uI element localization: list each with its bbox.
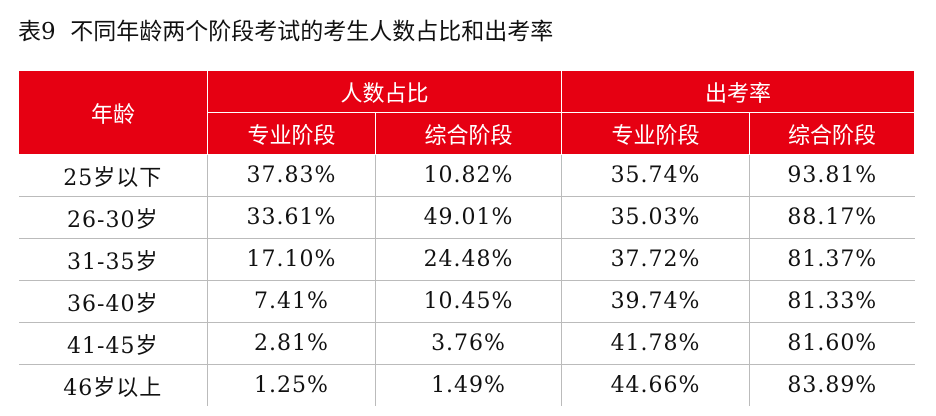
cell: 81.33%: [749, 280, 915, 323]
table-title: 表9 不同年龄两个阶段考试的考生人数占比和出考率: [18, 19, 554, 45]
row-label: 41-45岁: [18, 322, 208, 365]
cell: 10.82%: [375, 154, 563, 197]
cell: 35.03%: [561, 196, 751, 239]
sub-header: 专业阶段: [561, 112, 751, 155]
group-header: 人数占比: [206, 70, 563, 113]
cell: 7.41%: [207, 280, 376, 323]
cell: 44.66%: [561, 364, 751, 406]
cell: 39.74%: [561, 280, 751, 323]
data-table: 年龄 人数占比 出考率 专业阶段 综合阶段 专业阶段 综合阶段 25岁以下 37.83%…: [18, 70, 916, 406]
table-row: 36-40岁 7.41% 10.45% 39.74% 81.33%: [18, 280, 915, 323]
cell: 1.49%: [375, 364, 563, 406]
sub-header: 综合阶段: [749, 112, 916, 155]
sub-header: 专业阶段: [207, 112, 376, 155]
table-row: 46岁以上 1.25% 1.49% 44.66% 83.89%: [18, 364, 915, 406]
cell: 17.10%: [207, 238, 376, 281]
row-label: 25岁以下: [18, 154, 208, 197]
row-label: 36-40岁: [18, 280, 208, 323]
cell: 1.25%: [207, 364, 376, 406]
cell: 37.72%: [561, 238, 751, 281]
cell: 33.61%: [207, 196, 376, 239]
cell: 81.37%: [749, 238, 915, 281]
table-row: 25岁以下 37.83% 10.82% 35.74% 93.81%: [18, 154, 915, 197]
cell: 83.89%: [787, 373, 878, 398]
cell: 24.48%: [375, 238, 563, 281]
row-label: 46岁以上: [18, 364, 208, 406]
cell: 37.83%: [207, 154, 376, 197]
cell: 10.45%: [375, 280, 563, 323]
cell: 81.60%: [749, 322, 915, 365]
cell: 88.17%: [749, 196, 915, 239]
table-row: 26-30岁 33.61% 49.01% 35.03% 88.17%: [18, 196, 915, 239]
cell: 2.81%: [207, 322, 376, 365]
cell: 3.76%: [375, 322, 563, 365]
group-header: 出考率: [561, 70, 916, 113]
corner-header: 年龄: [18, 70, 208, 155]
cell: 41.78%: [561, 322, 751, 365]
cell: 93.81%: [749, 154, 915, 197]
row-label: 26-30岁: [18, 196, 208, 239]
cell: 35.74%: [561, 154, 751, 197]
row-label: 31-35岁: [18, 238, 208, 281]
cell: 49.01%: [375, 196, 563, 239]
table-row: 41-45岁 2.81% 3.76% 41.78% 81.60%: [18, 322, 915, 365]
table-row: 31-35岁 17.10% 24.48% 37.72% 81.37%: [18, 238, 915, 281]
sub-header: 综合阶段: [374, 112, 563, 155]
